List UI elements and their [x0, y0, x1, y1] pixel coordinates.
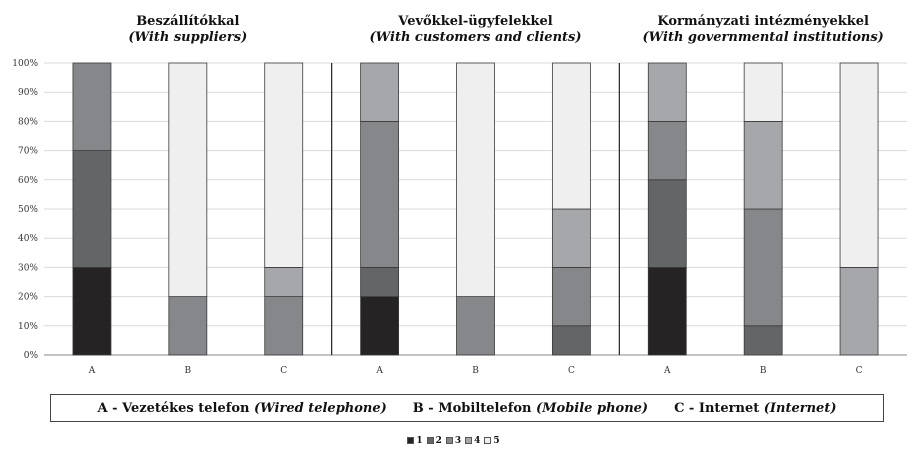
bar-segment	[456, 296, 495, 356]
panel-subtitle: (With suppliers)	[128, 30, 247, 45]
y-tick-label: 80%	[18, 117, 38, 127]
bar-segment	[551, 62, 591, 210]
y-tick-label: 50%	[18, 205, 38, 215]
series-legend-entry: 5	[484, 436, 500, 446]
panel-separators	[331, 63, 620, 355]
category-legend: A - Vezetékes telefon (Wired telephone) …	[50, 394, 884, 422]
bar-segment	[264, 266, 304, 297]
panel-title: Kormányzati intézményekkel	[657, 14, 869, 29]
x-category-label: A	[663, 366, 671, 376]
legend-label: 4	[474, 436, 481, 446]
bar-segment	[360, 266, 400, 297]
bar-segment	[551, 208, 591, 268]
y-tick-label: 20%	[18, 293, 38, 303]
legend-item-a: A - Vezetékes telefon (Wired telephone)	[97, 400, 387, 416]
series-legend-entry: 3	[445, 436, 462, 446]
bar-segment	[264, 296, 304, 356]
bar-segment	[72, 266, 112, 356]
x-category-label: B	[472, 366, 479, 376]
bar-segment	[264, 62, 304, 268]
y-tick-label: 40%	[18, 234, 38, 244]
series-legend-entry: 1	[407, 436, 423, 446]
bar-segment	[647, 266, 687, 356]
legend-label: 5	[493, 436, 500, 446]
bar-segment	[360, 62, 400, 122]
bar-segment	[72, 150, 112, 268]
legend-item-c: C - Internet (Internet)	[674, 400, 837, 416]
bar-segment	[647, 121, 687, 181]
legend-swatch	[407, 437, 415, 444]
legend-swatch	[484, 437, 492, 444]
bar-segment	[360, 296, 400, 356]
bar-segment	[647, 62, 687, 122]
series-legend-entry: 2	[426, 436, 442, 446]
x-category-label: A	[375, 366, 383, 376]
legend-swatch	[426, 437, 434, 444]
x-category-label: B	[760, 366, 767, 376]
x-category-label: B	[185, 366, 192, 376]
bar-segment	[360, 121, 400, 268]
legend-swatch	[445, 437, 453, 444]
bar-segment	[456, 62, 495, 298]
bar-segment	[72, 62, 112, 151]
y-tick-label: 70%	[18, 147, 38, 157]
y-tick-label: 10%	[18, 322, 38, 332]
bars	[72, 62, 879, 356]
legend-item-b: B - Mobiltelefon (Mobile phone)	[412, 400, 649, 416]
x-category-label: C	[568, 366, 575, 376]
legend-swatch	[465, 437, 473, 444]
bar-segment	[551, 266, 591, 327]
bar-segment	[743, 62, 783, 122]
y-tick-label: 100%	[12, 59, 38, 69]
panel-title: Vevőkkel-ügyfelekkel	[397, 14, 552, 29]
bar-segment	[551, 325, 591, 356]
bar-segment	[647, 179, 687, 268]
panel-subtitle: (With governmental institutions)	[642, 30, 883, 45]
bar-segment	[168, 296, 208, 356]
stacked-bar-chart: 0% 10% 20% 30% 40% 50% 60% 70% 80% 90% 100% Beszál…	[12, 14, 907, 376]
x-category-label: C	[856, 366, 863, 376]
panel-titles: Beszállítókkal(With suppliers) Vevőkkel-ü…	[128, 14, 883, 45]
bar-segment	[743, 325, 783, 356]
bar-segment	[839, 62, 879, 268]
legend-label: 2	[435, 436, 442, 446]
legend-label: 3	[454, 436, 462, 446]
y-tick-label: 60%	[18, 176, 38, 186]
y-axis: 0% 10% 20% 30% 40% 50% 60% 70% 80% 90% 100%	[12, 59, 38, 361]
bar-segment	[168, 62, 208, 298]
series-legend-entry: 4	[465, 436, 480, 446]
bar-segment	[743, 208, 783, 327]
y-tick-label: 30%	[18, 263, 38, 273]
y-tick-label: 0%	[24, 351, 39, 361]
x-category-label: C	[280, 366, 287, 376]
y-tick-label: 90%	[18, 88, 38, 98]
bar-segment	[839, 266, 879, 356]
panel-title: Beszállítókkal	[136, 14, 239, 29]
x-category-label: A	[88, 366, 96, 376]
panel-subtitle: (With customers and clients)	[369, 30, 581, 45]
series-legend: 1 2 3 4 5	[0, 436, 907, 446]
legend-label: 1	[416, 436, 423, 446]
bar-segment	[743, 121, 783, 210]
